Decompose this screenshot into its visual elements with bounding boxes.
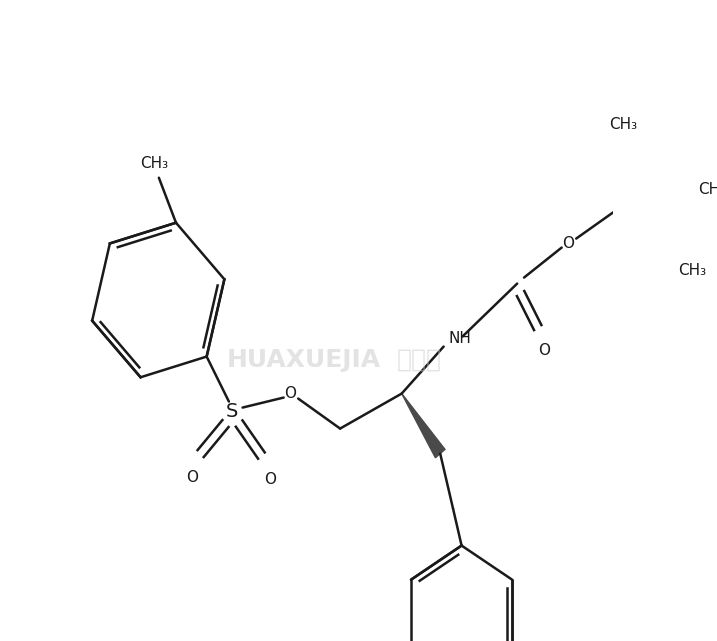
Text: CH₃: CH₃ bbox=[141, 156, 168, 171]
Text: O: O bbox=[186, 470, 198, 485]
Text: CH₃: CH₃ bbox=[609, 117, 637, 132]
Text: O: O bbox=[285, 386, 297, 401]
Text: 化学加: 化学加 bbox=[397, 348, 442, 372]
Text: HUAXUEJIA: HUAXUEJIA bbox=[227, 348, 381, 372]
Polygon shape bbox=[402, 394, 445, 458]
Text: O: O bbox=[563, 236, 574, 251]
Text: O: O bbox=[264, 472, 276, 487]
Text: CH₃: CH₃ bbox=[678, 263, 707, 278]
Text: S: S bbox=[226, 402, 239, 421]
Text: NH: NH bbox=[449, 331, 472, 346]
Text: CH₃: CH₃ bbox=[698, 182, 717, 197]
Text: O: O bbox=[538, 343, 551, 358]
